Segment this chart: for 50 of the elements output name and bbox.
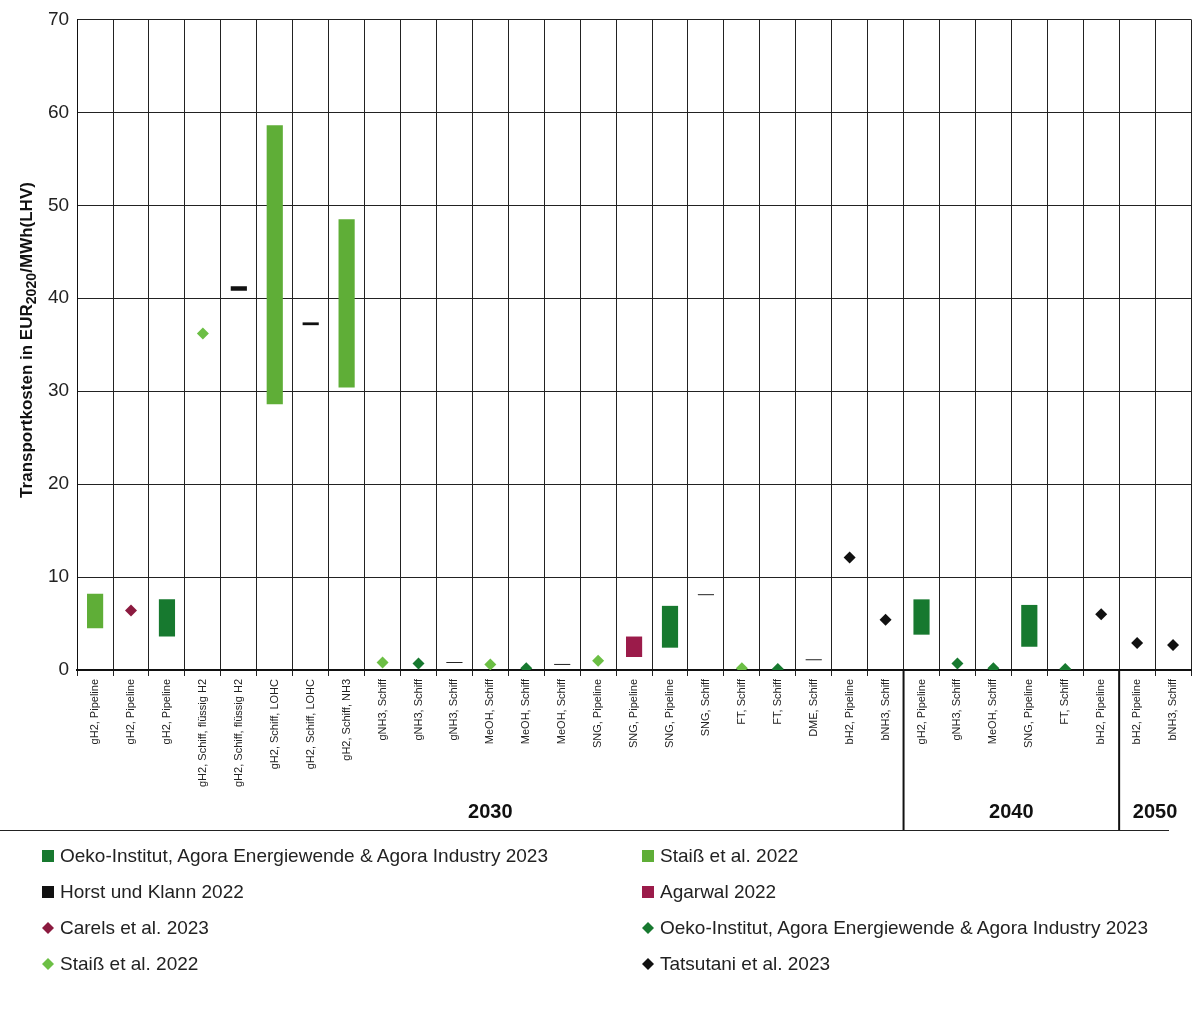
legend-label: Agarwal 2022	[660, 881, 777, 903]
x-tick-label: MeOH, Schiff	[519, 678, 532, 745]
legend-label: Tatsutani et al. 2023	[660, 953, 831, 975]
x-tick-label: gNH3, Schiff	[950, 678, 963, 741]
legend-label: Oeko-Institut, Agora Energiewende & Agora Industry 2023	[660, 917, 1148, 939]
x-tick-label: gNH3, Schiff	[447, 678, 460, 741]
x-tick-label: MeOH, Schiff	[986, 678, 999, 745]
x-tick-label: MeOH, Schiff	[483, 678, 496, 745]
legend-label: Horst und Klann 2022	[60, 881, 244, 903]
x-tick-label: DME, Schiff	[806, 678, 819, 737]
y-tick-label: 20	[47, 472, 70, 494]
text: 2030	[468, 799, 513, 822]
x-tick-label: bH2, Pipeline	[842, 678, 855, 745]
legend-label: Staiß et al. 2022	[60, 953, 199, 975]
x-tick-label: SNG, Pipeline	[627, 678, 640, 749]
x-tick-label: gH2, Schiff, NH3	[339, 678, 352, 761]
y-tick-label: 40	[47, 286, 70, 308]
x-tick-label: gH2, Schiff, LOHC	[303, 678, 316, 770]
x-tick-label: gNH3, Schiff	[411, 678, 424, 741]
y-tick-label: 60	[47, 100, 70, 122]
x-tick-label: gNH3, Schiff	[375, 678, 388, 741]
x-tick-label: gH2, Pipeline	[914, 678, 927, 745]
y-tick-label: 10	[47, 565, 70, 587]
x-tick-label: gH2, Schiff, flüssig H2	[195, 678, 208, 787]
x-tick-label: SNG, Pipeline	[663, 678, 676, 749]
x-tick-label: gH2, Pipeline	[159, 678, 172, 745]
x-tick-label: gH2, Pipeline	[88, 678, 101, 745]
x-tick-label: gH2, Schiff, LOHC	[267, 678, 280, 770]
x-tick-label: SNG, Pipeline	[1022, 678, 1035, 749]
x-tick-label: FT, Schiff	[770, 678, 783, 725]
legend-label: Carels et al. 2023	[60, 917, 209, 939]
x-tick-label: SNG, Pipeline	[591, 678, 604, 749]
y-tick-label: 50	[47, 193, 70, 215]
y-tick-label: 30	[47, 379, 70, 401]
x-tick-label: bNH3, Schiff	[1166, 678, 1179, 741]
x-tick-label: bH2, Pipeline	[1130, 678, 1143, 745]
x-tick-label: bNH3, Schiff	[878, 678, 891, 741]
legend-label: Oeko-Institut, Agora Energiewende & Agora Industry 2023	[60, 845, 548, 867]
x-tick-label: FT, Schiff	[1058, 678, 1071, 725]
x-tick-label: bH2, Pipeline	[1094, 678, 1107, 745]
x-tick-label: gH2, Pipeline	[124, 678, 137, 745]
x-tick-label: MeOH, Schiff	[555, 678, 568, 745]
y-tick-label: 70	[47, 7, 70, 29]
legend-label: Staiß et al. 2022	[660, 845, 799, 867]
text: 2050	[1132, 799, 1178, 822]
y-tick-label: 0	[58, 658, 70, 680]
text: 2040	[989, 799, 1034, 822]
x-tick-label: gH2, Schiff, flüssig H2	[231, 678, 244, 787]
x-tick-label: SNG, Schiff	[698, 678, 711, 737]
x-tick-label: FT, Schiff	[734, 678, 747, 725]
